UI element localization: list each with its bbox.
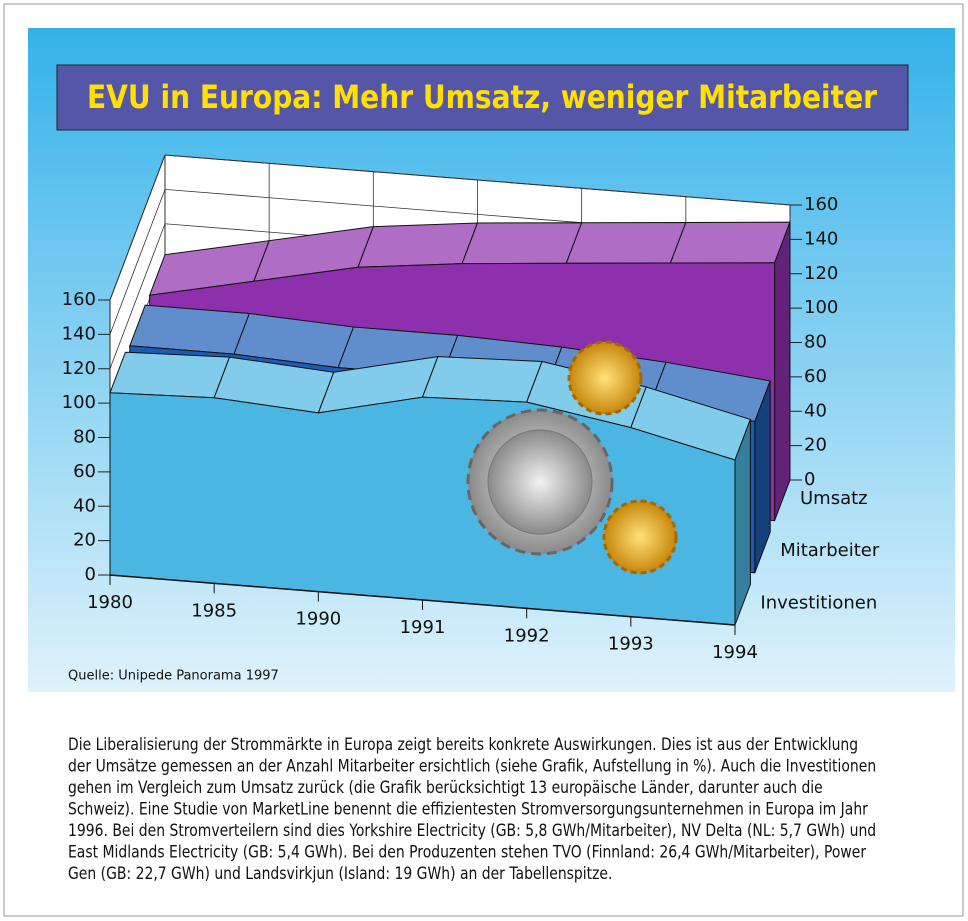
y2-tick-label: 20 xyxy=(804,435,827,456)
x-tick-label: 1980 xyxy=(87,592,133,613)
series-label: Umsatz xyxy=(800,488,868,509)
y-tick-label: 160 xyxy=(62,289,96,310)
paragraph-line: Schweiz). Eine Studie von MarketLine ben… xyxy=(68,800,868,820)
y2-tick-label: 0 xyxy=(804,469,815,490)
chart-title: EVU in Europa: Mehr Umsatz, weniger Mita… xyxy=(87,78,877,116)
y2-tick-label: 140 xyxy=(804,228,838,249)
y-tick-label: 140 xyxy=(62,323,96,344)
paragraph-line: gehen im Vergleich zum Umsatz zurück (di… xyxy=(68,778,823,798)
y2-tick-label: 120 xyxy=(804,263,838,284)
x-tick-label: 1990 xyxy=(295,609,341,630)
paragraph-line: der Umsätze gemessen an der Anzahl Mitar… xyxy=(68,757,876,777)
y-tick-label: 120 xyxy=(62,358,96,379)
paragraph-line: Gen (GB: 22,7 GWh) und Landsvirkjun (Isl… xyxy=(68,864,612,884)
paragraph-line: East Midlands Electricity (GB: 5,4 GWh).… xyxy=(68,843,866,863)
figure: EVU in Europa: Mehr Umsatz, weniger Mita… xyxy=(0,0,968,921)
paragraph-line: Die Liberalisierung der Strommärkte in E… xyxy=(68,735,858,755)
y-tick-label: 20 xyxy=(73,530,96,551)
area-top xyxy=(110,352,230,397)
area-top xyxy=(566,222,686,263)
y-tick-label: 0 xyxy=(85,564,96,585)
y2-tick-label: 80 xyxy=(804,332,827,353)
area-top xyxy=(462,223,582,264)
source-note: Quelle: Unipede Panorama 1997 xyxy=(68,669,279,684)
x-tick-label: 1985 xyxy=(191,600,237,621)
x-tick-label: 1991 xyxy=(400,617,446,638)
paragraph: Die Liberalisierung der Strommärkte in E… xyxy=(68,735,876,884)
paragraph-line: 1996. Bei den Stromverteilern sind dies … xyxy=(68,821,876,841)
area-top xyxy=(423,357,543,402)
area-top xyxy=(670,222,790,263)
page: EVU in Europa: Mehr Umsatz, weniger Mita… xyxy=(0,0,968,921)
y-tick-label: 40 xyxy=(73,495,96,516)
area-top xyxy=(358,223,478,267)
x-tick-label: 1992 xyxy=(504,625,550,646)
y2-tick-label: 100 xyxy=(804,297,838,318)
y2-tick-label: 40 xyxy=(804,400,827,421)
x-tick-label: 1993 xyxy=(608,634,654,655)
area-side xyxy=(775,222,790,520)
series-label: Investitionen xyxy=(760,592,877,613)
y-tick-label: 100 xyxy=(62,392,96,413)
y-tick-label: 80 xyxy=(73,427,96,448)
y2-tick-label: 60 xyxy=(804,366,827,387)
series-label: Mitarbeiter xyxy=(780,540,880,561)
y2-tick-label: 160 xyxy=(804,194,838,215)
y-tick-label: 60 xyxy=(73,461,96,482)
x-tick-label: 1994 xyxy=(712,642,758,663)
